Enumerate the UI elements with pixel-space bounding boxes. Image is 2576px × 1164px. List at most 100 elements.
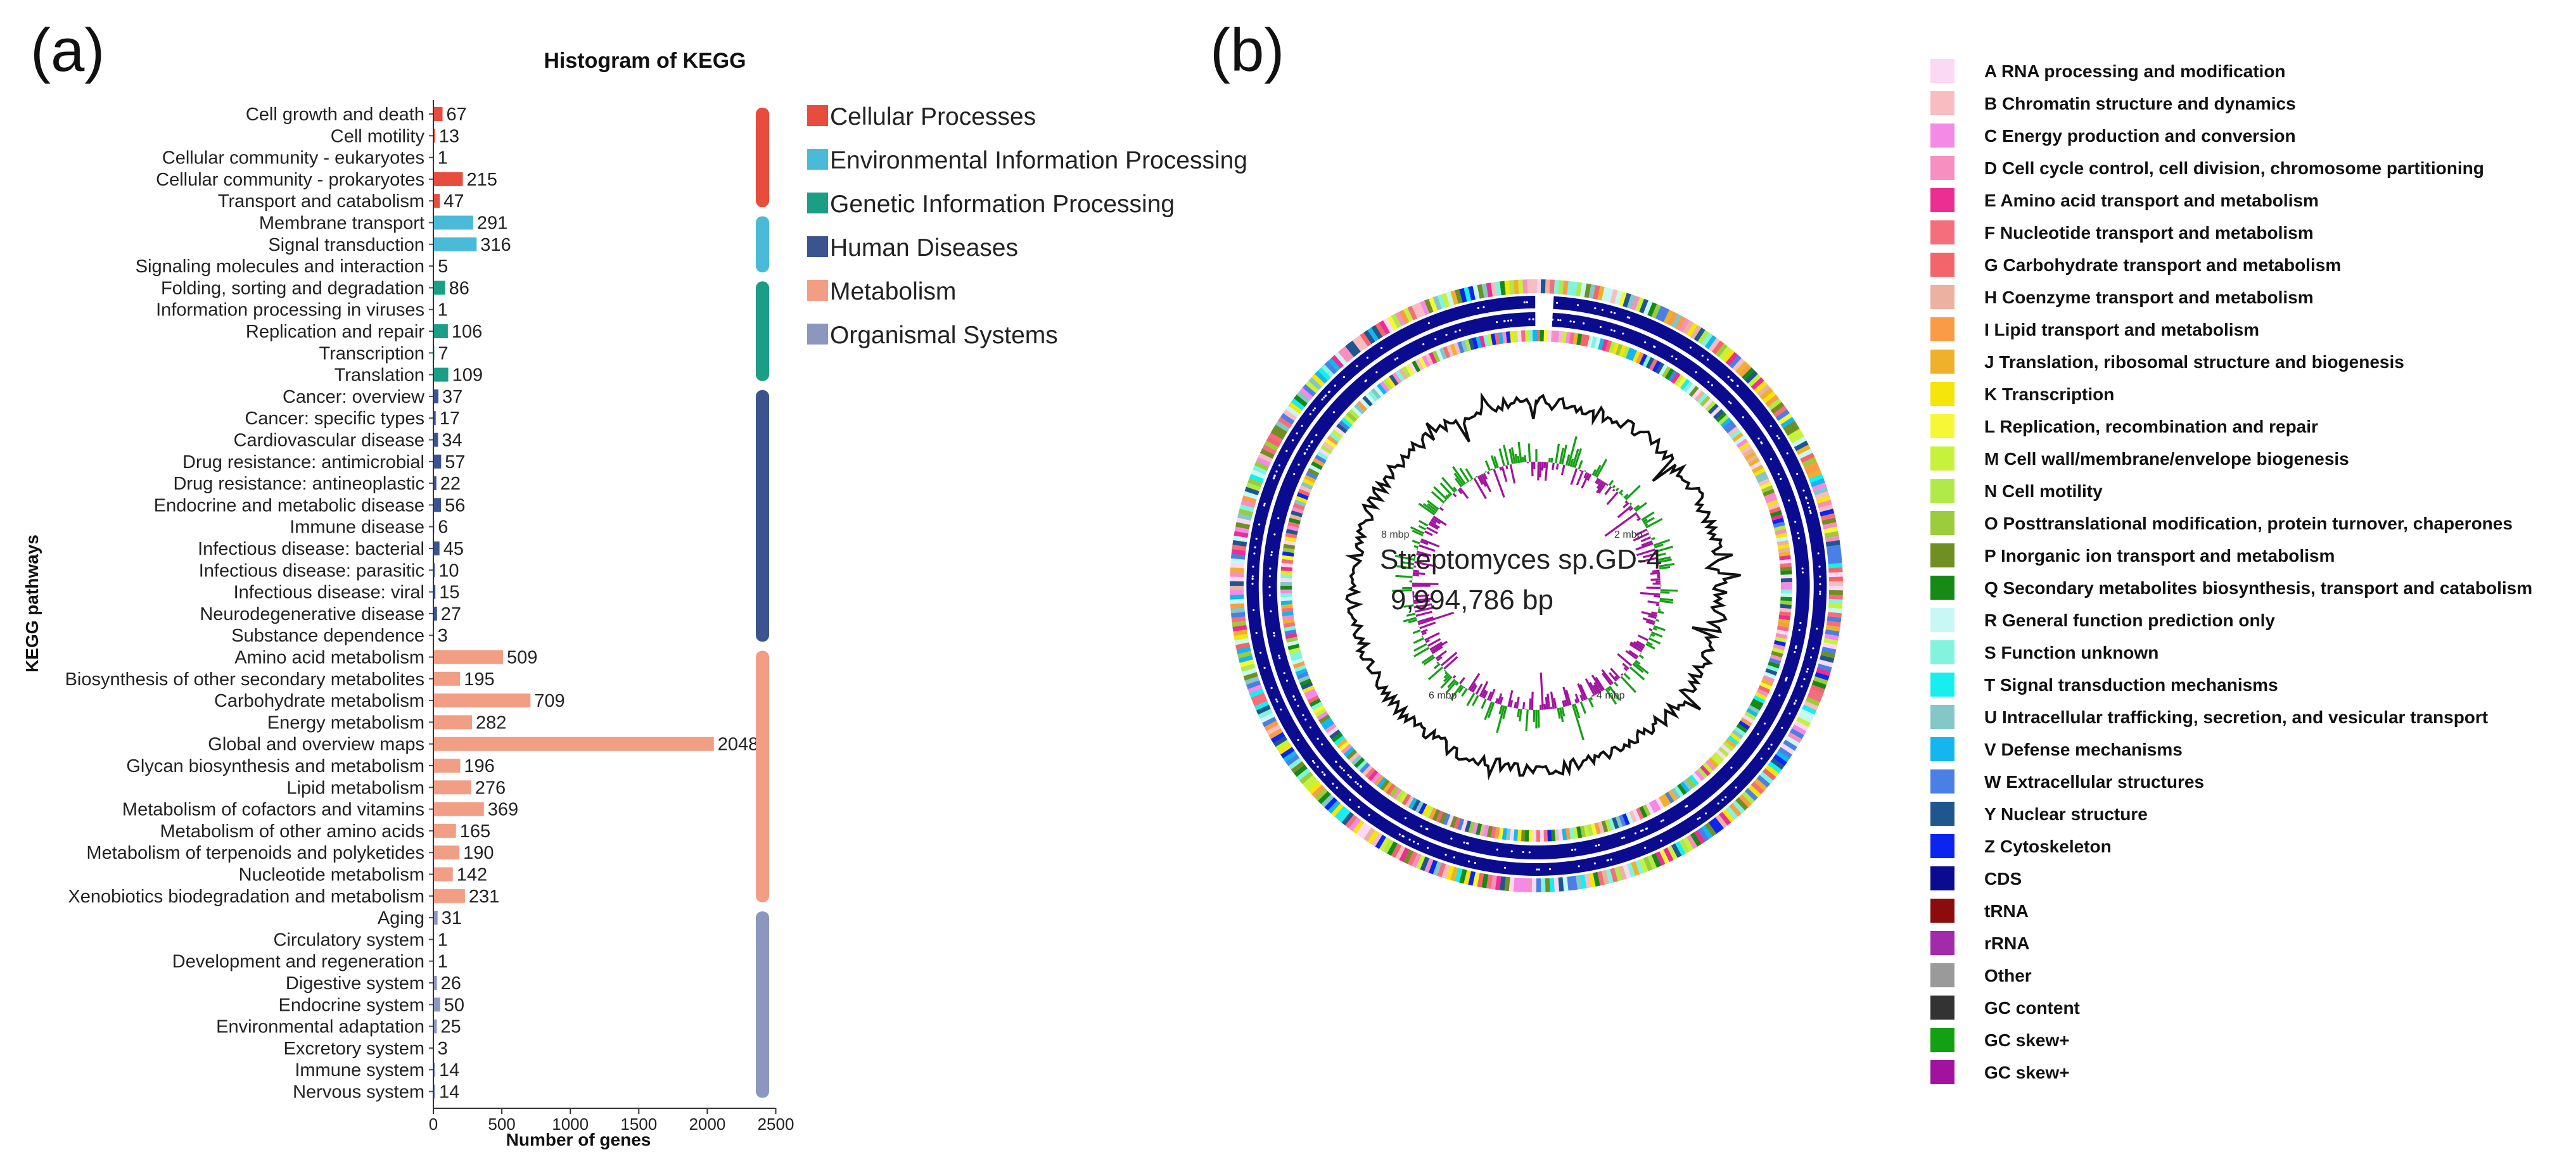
cds-gap (1595, 844, 1597, 847)
cds-gap (1675, 358, 1678, 360)
gc-skew-negative (1610, 667, 1621, 679)
legend-label: W Extracellular structures (1984, 772, 2204, 792)
cog-segment (1584, 283, 1592, 298)
bar (433, 780, 471, 795)
legend-swatch (1930, 156, 1954, 180)
legend-swatch (1930, 866, 1954, 890)
cds-gap (1273, 631, 1275, 635)
cog-segment (1407, 305, 1418, 320)
cds-gap (1528, 851, 1531, 854)
organism-name: Streptomyces sp.GD-4 (1380, 544, 1662, 575)
bar (433, 867, 453, 882)
cog-segment (1704, 335, 1718, 350)
cds-gap (1760, 441, 1763, 444)
legend-swatch (807, 236, 828, 257)
value-label: 17 (440, 408, 460, 429)
cog-segment (1341, 811, 1354, 826)
cog-segment (1318, 714, 1330, 724)
cog-segment (1664, 368, 1675, 381)
cds-gap (1268, 586, 1271, 588)
gc-skew-negative (1435, 650, 1448, 660)
gc-skew-positive (1498, 704, 1503, 715)
value-label: 106 (452, 322, 482, 342)
cds-gap (1574, 848, 1577, 851)
value-label: 22 (440, 474, 461, 494)
cog-segment (1671, 843, 1682, 858)
cds-gap (1347, 773, 1349, 776)
cog-segment (1522, 878, 1528, 892)
gc-skew-negative (1413, 597, 1433, 602)
cog-segment (1780, 566, 1792, 572)
cds-gap (1355, 781, 1357, 783)
cog-segment (1766, 664, 1779, 673)
gc-skew-positive (1638, 654, 1644, 659)
cog-segment (1550, 829, 1556, 842)
gc-skew-positive (1471, 695, 1479, 706)
gc-skew-positive (1433, 486, 1448, 500)
cog-segment (1513, 331, 1519, 343)
gc-skew-positive (1660, 589, 1678, 592)
gc-skew-positive (1440, 676, 1453, 689)
category-label: Drug resistance: antimicrobial (182, 452, 424, 472)
cds-gap (1380, 346, 1383, 350)
value-label: 56 (445, 495, 465, 516)
cds-gap (1366, 357, 1368, 359)
cog-segment (1764, 671, 1776, 680)
cog-segment (1827, 554, 1842, 560)
cog-segment (1674, 315, 1687, 331)
gc-skew-positive (1451, 465, 1466, 485)
cog-segment (1619, 345, 1627, 357)
cog-segment (1702, 762, 1714, 774)
cog-segment (1778, 413, 1793, 426)
value-label: 195 (464, 669, 494, 690)
cog-segment (1636, 351, 1645, 365)
cog-segment (1230, 567, 1244, 573)
value-label: 14 (439, 1060, 459, 1080)
group-strip (756, 911, 769, 1098)
gc-skew-positive (1654, 543, 1664, 548)
cog-segment (1464, 339, 1472, 351)
cds-gap (1628, 317, 1631, 319)
gc-skew-negative (1457, 488, 1463, 495)
category-label: Metabolism of other amino acids (160, 821, 424, 842)
value-label: 1 (438, 952, 448, 972)
gc-skew-negative (1529, 698, 1532, 710)
gc-skew-negative (1419, 621, 1436, 629)
gc-skew-negative (1633, 641, 1645, 649)
cog-segment (1370, 388, 1382, 400)
cog-segment (1352, 337, 1365, 352)
gc-skew-negative (1636, 548, 1655, 557)
cds-gap (1730, 766, 1733, 769)
cog-segment (1767, 761, 1782, 774)
cog-segment (1415, 854, 1425, 870)
cog-segment (1531, 279, 1537, 294)
cog-segment (1354, 403, 1365, 415)
cog-segment (1780, 600, 1792, 605)
cog-segment (1708, 338, 1721, 352)
cog-segment (1291, 657, 1304, 665)
gc-skew-positive (1559, 447, 1564, 464)
cog-segment (1802, 457, 1817, 467)
category-label: Global and overview maps (208, 735, 424, 755)
cog-segment (1746, 708, 1758, 718)
cog-segment (1780, 593, 1792, 598)
cog-segment (1700, 395, 1711, 407)
gc-skew-positive (1527, 443, 1531, 462)
gc-skew-positive (1490, 468, 1493, 471)
cds-gap (1610, 329, 1613, 331)
gc-skew-positive (1465, 468, 1474, 480)
cog-segment (1445, 865, 1455, 880)
legend-swatch (1930, 673, 1954, 697)
cds-gap (1597, 844, 1600, 846)
cog-segment (1587, 335, 1594, 348)
cog-segment (1441, 293, 1451, 308)
bar (433, 759, 461, 773)
gc-skew-positive (1659, 562, 1675, 567)
gc-skew-positive (1655, 545, 1673, 553)
legend-swatch (1930, 446, 1954, 471)
cog-segment (1333, 735, 1346, 745)
gc-skew-negative (1420, 540, 1429, 545)
cog-segment (1828, 603, 1843, 610)
gc-skew-negative (1452, 674, 1457, 679)
cog-segment (1338, 740, 1350, 752)
